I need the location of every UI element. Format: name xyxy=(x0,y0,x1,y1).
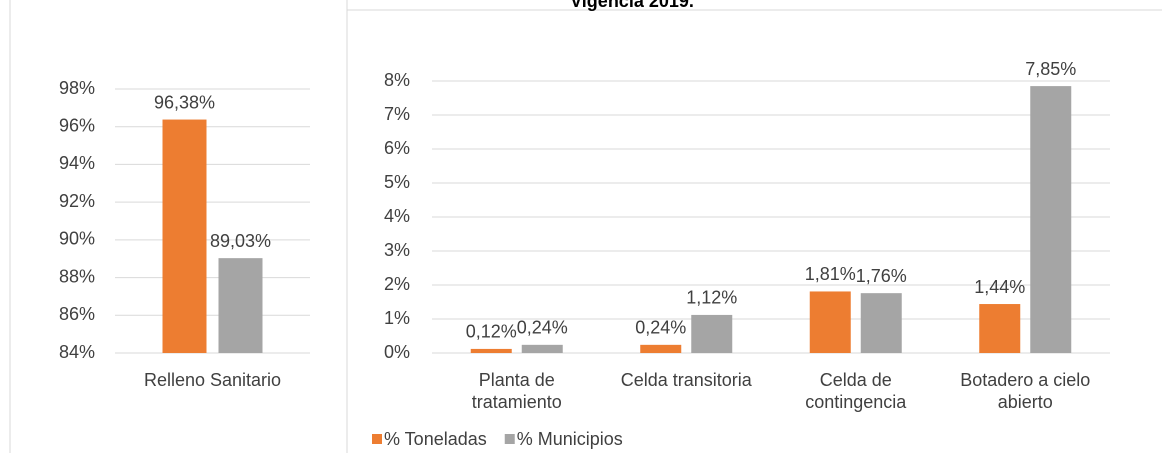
legend-swatch xyxy=(372,434,382,444)
data-label: 1,12% xyxy=(686,288,737,308)
y-tick-label: 6% xyxy=(384,138,410,158)
y-tick-label: 5% xyxy=(384,172,410,192)
y-tick-label: 1% xyxy=(384,308,410,328)
bar xyxy=(1030,86,1072,353)
data-label: 0,12% xyxy=(466,322,517,342)
y-tick-label: 92% xyxy=(59,191,95,211)
bar xyxy=(521,344,563,353)
y-tick-label: 7% xyxy=(384,104,410,124)
chart-title: Vigencia 2019. xyxy=(570,0,694,11)
y-tick-label: 94% xyxy=(59,153,95,173)
bar xyxy=(979,304,1021,353)
data-label: 0,24% xyxy=(635,318,686,338)
bar xyxy=(860,293,902,353)
data-label: 1,76% xyxy=(856,266,907,286)
y-tick-label: 86% xyxy=(59,304,95,324)
bar xyxy=(809,291,851,353)
y-tick-label: 2% xyxy=(384,274,410,294)
y-tick-label: 84% xyxy=(59,342,95,362)
y-tick-label: 3% xyxy=(384,240,410,260)
data-label: 96,38% xyxy=(154,92,215,112)
y-tick-label: 4% xyxy=(384,206,410,226)
bar xyxy=(162,119,207,353)
bar xyxy=(691,314,733,353)
legend-label: % Toneladas xyxy=(384,429,487,449)
bar xyxy=(640,344,682,353)
data-label: 1,44% xyxy=(974,277,1025,297)
y-tick-label: 90% xyxy=(59,229,95,249)
x-tick-label: Botadero a cielo abierto xyxy=(960,370,1090,412)
bar xyxy=(218,258,263,353)
y-tick-label: 8% xyxy=(384,70,410,90)
y-tick-label: 88% xyxy=(59,266,95,286)
y-tick-label: 96% xyxy=(59,115,95,135)
y-tick-label: 98% xyxy=(59,78,95,98)
data-label: 7,85% xyxy=(1025,59,1076,79)
x-tick-label: Relleno Sanitario xyxy=(144,370,281,390)
x-tick-label: Celda transitoria xyxy=(621,370,753,390)
legend-swatch xyxy=(504,434,515,444)
x-tick-label: Celda de contingencia xyxy=(805,370,907,412)
bar xyxy=(470,348,512,353)
x-tick-label: Planta de tratamiento xyxy=(472,370,562,412)
data-label: 89,03% xyxy=(210,231,271,251)
data-label: 0,24% xyxy=(517,318,568,338)
legend-label: % Municipios xyxy=(517,429,623,449)
y-tick-label: 0% xyxy=(384,342,410,362)
data-label: 1,81% xyxy=(805,264,856,284)
